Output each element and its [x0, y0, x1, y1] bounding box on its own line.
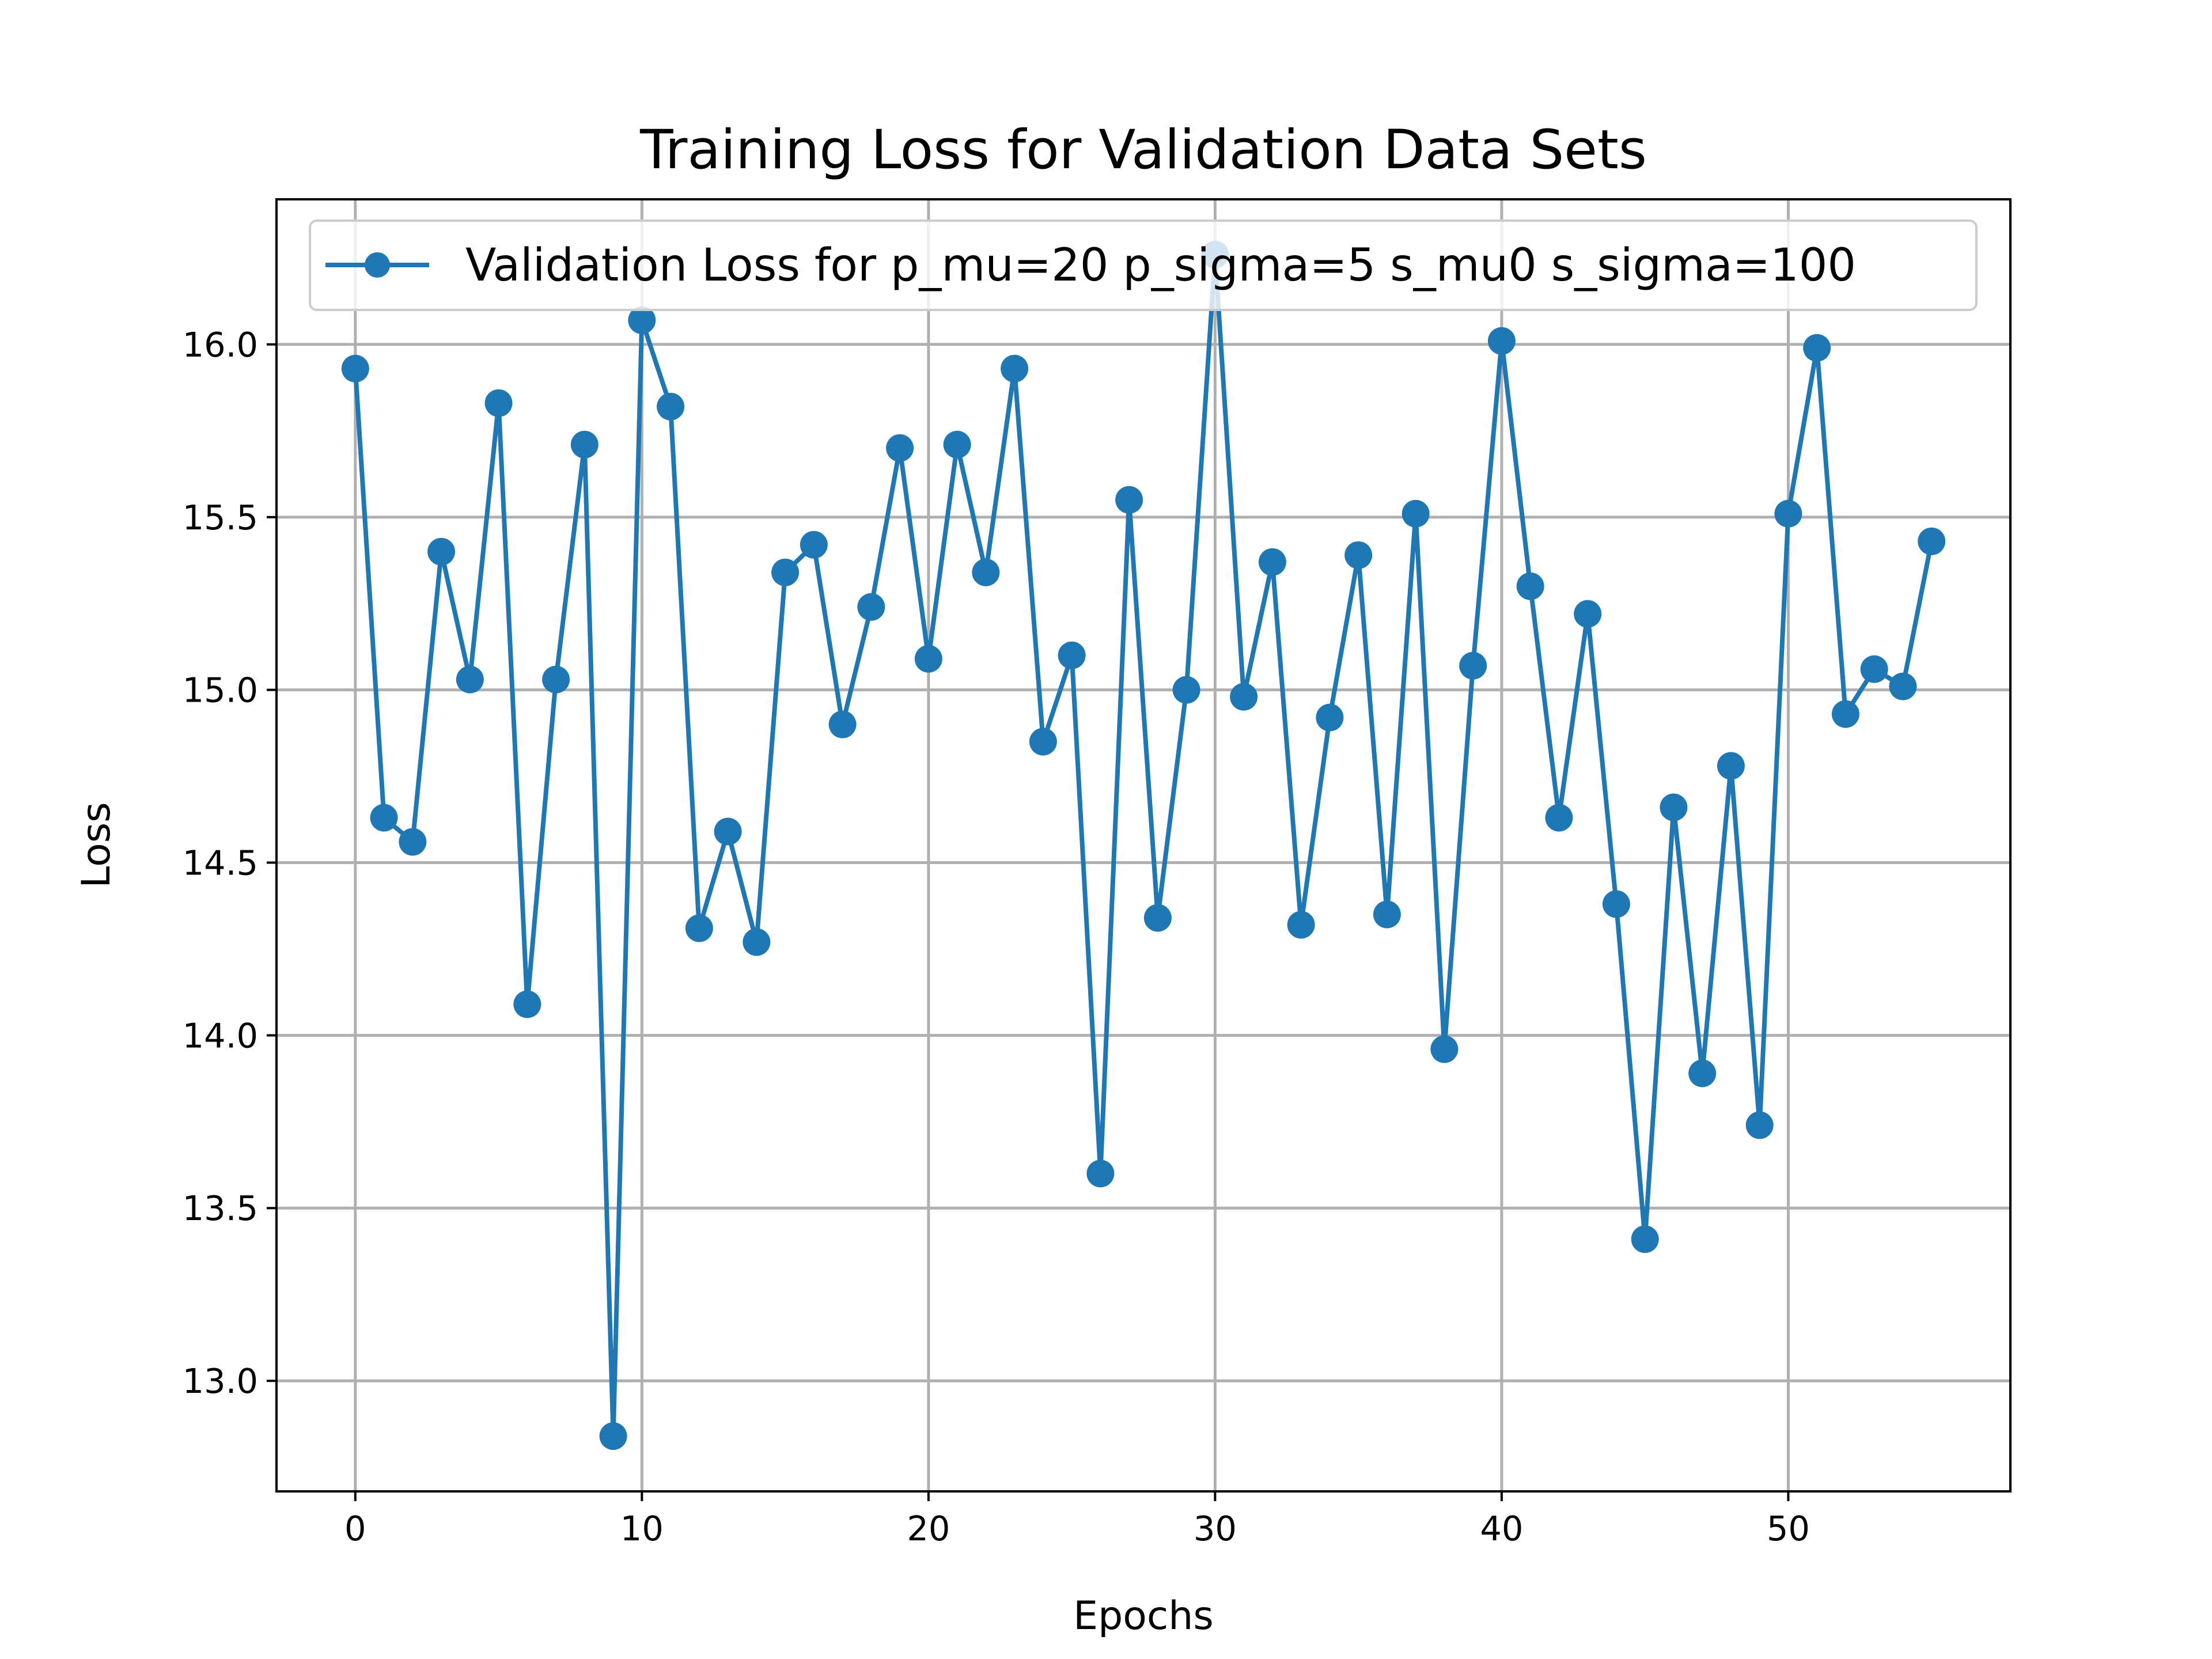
plot-frame	[275, 198, 2012, 1493]
data-point	[570, 430, 599, 459]
legend-entry-label: Validation Loss for p_mu=20 p_sigma=5 s_…	[465, 240, 1856, 291]
legend: Validation Loss for p_mu=20 p_sigma=5 s_…	[309, 219, 1978, 311]
data-point	[943, 430, 971, 459]
legend-marker-swatch	[365, 252, 390, 278]
data-point	[1402, 499, 1430, 528]
x-tick-label: 50	[1767, 1509, 1810, 1548]
data-point	[1316, 703, 1344, 732]
data-point	[1631, 1225, 1659, 1253]
data-point	[1487, 327, 1516, 355]
data-point	[914, 645, 942, 673]
data-point	[1344, 541, 1373, 569]
y-tick-label: 15.0	[183, 671, 258, 710]
data-point	[1086, 1160, 1115, 1188]
data-point	[972, 558, 1000, 586]
data-point	[828, 710, 857, 738]
data-point	[1602, 890, 1630, 918]
data-point	[370, 804, 398, 832]
data-point	[1918, 527, 1946, 555]
x-axis-label: Epochs	[1073, 1593, 1214, 1639]
data-point	[628, 306, 656, 334]
y-tick-label: 14.0	[183, 1016, 258, 1055]
data-point	[1688, 1059, 1717, 1088]
data-point	[657, 392, 685, 421]
data-point	[399, 828, 427, 856]
data-point	[743, 928, 771, 956]
data-point	[857, 593, 885, 621]
data-point	[1860, 655, 1888, 683]
x-tick-label: 0	[344, 1509, 366, 1548]
data-point	[685, 914, 713, 942]
y-axis: 13.0 13.5 14.0 14.5 15.0 15.5 16.0	[183, 325, 276, 1401]
data-point	[542, 665, 570, 694]
y-tick-label: 15.5	[183, 498, 258, 537]
data-point	[513, 990, 541, 1018]
data-point	[1574, 600, 1602, 628]
data-point	[1831, 700, 1859, 728]
data-point	[456, 665, 484, 694]
chart-title: Training Loss for Validation Data Sets	[639, 119, 1647, 181]
data-point	[771, 558, 800, 586]
data-point	[1029, 728, 1057, 756]
data-point	[341, 354, 369, 382]
data-point	[714, 817, 742, 846]
data-point	[1058, 641, 1086, 669]
data-point	[1803, 334, 1831, 362]
data-point	[1745, 1111, 1774, 1139]
data-point	[1459, 652, 1487, 680]
data-point	[1373, 900, 1401, 929]
data-point	[1115, 486, 1143, 514]
data-point	[1516, 572, 1544, 600]
data-point	[1172, 676, 1200, 704]
data-point	[599, 1422, 627, 1450]
data-point	[1660, 793, 1688, 821]
y-tick-label: 13.5	[183, 1188, 258, 1228]
y-tick-label: 14.5	[183, 843, 258, 882]
data-point	[1889, 672, 1917, 700]
data-point	[1258, 548, 1286, 576]
x-tick-label: 10	[620, 1509, 664, 1548]
data-point	[886, 434, 914, 462]
data-point	[484, 389, 513, 417]
y-tick-label: 13.0	[183, 1361, 258, 1401]
series-line	[353, 252, 1934, 1438]
data-point	[427, 537, 456, 566]
data-point	[1287, 911, 1315, 939]
x-axis: 0 10 20 30 40 50	[344, 1491, 1810, 1548]
data-point	[1545, 804, 1573, 832]
series-layer	[341, 240, 1946, 1450]
data-point	[1717, 752, 1745, 780]
data-point	[1774, 499, 1802, 528]
data-point	[1230, 683, 1258, 711]
data-point	[1143, 904, 1172, 932]
data-point	[1430, 1035, 1459, 1063]
data-point	[1001, 354, 1029, 382]
x-tick-label: 20	[907, 1509, 950, 1548]
x-tick-label: 30	[1194, 1509, 1237, 1548]
x-tick-label: 40	[1480, 1509, 1523, 1548]
y-tick-label: 16.0	[183, 325, 258, 365]
y-axis-label: Loss	[74, 802, 119, 888]
legend-box	[309, 219, 1978, 311]
data-point	[800, 531, 828, 559]
